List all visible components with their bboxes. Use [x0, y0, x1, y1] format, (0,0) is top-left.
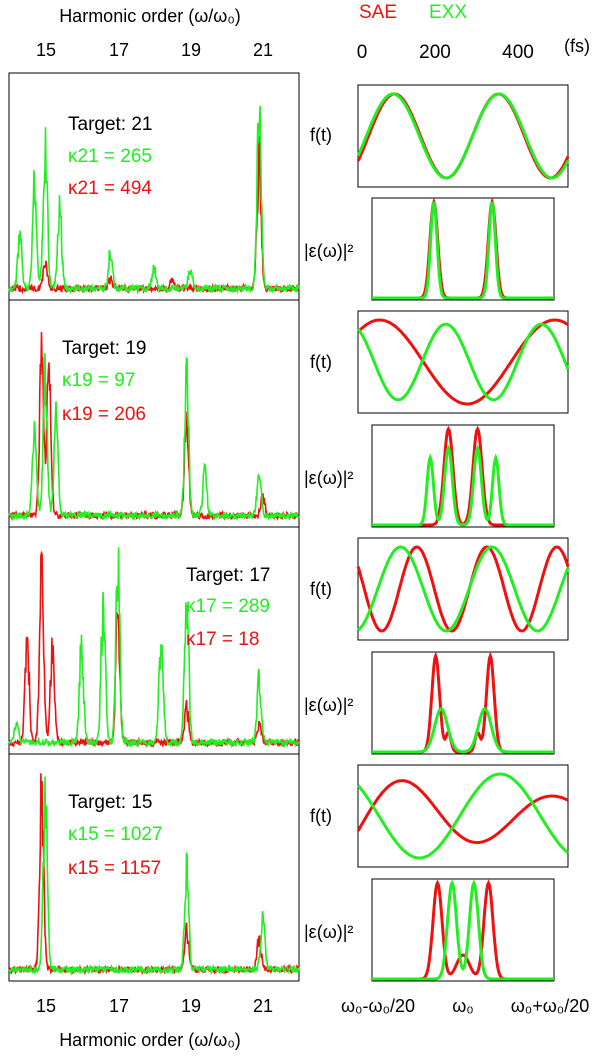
spectrum-line-exx-3 [8, 776, 300, 976]
kappa-sae-19: κ19 = 206 [62, 404, 146, 425]
eps-curve-sae-1 [372, 425, 554, 527]
freq-tick-low: ω₀-ω₀/20 [341, 996, 415, 1016]
target-label-19: Target: 19 [62, 338, 147, 359]
time-tick-200: 200 [419, 42, 451, 63]
kappa-exx-19: κ19 = 97 [62, 370, 135, 391]
top-tick-17: 17 [109, 40, 129, 60]
spectrum-line-exx-0 [8, 105, 300, 295]
kappa-sae-15: κ15 = 1157 [68, 858, 161, 879]
ft-panel-2 [357, 310, 569, 414]
eps-panel-2 [371, 424, 555, 528]
eps-label-2: |ε(ω)|² [304, 468, 353, 488]
ft-label-3: f(t) [310, 579, 332, 599]
bottom-xaxis-title: Harmonic order (ω/ω₀) [59, 1030, 241, 1050]
top-xaxis-title: Harmonic order (ω/ω₀) [59, 6, 241, 26]
spectra-curves [8, 105, 300, 976]
ft-panel-3 [357, 537, 569, 641]
ft-label-2: f(t) [310, 352, 332, 372]
eps-label-3: |ε(ω)|² [304, 695, 353, 715]
time-tick-400: 400 [502, 42, 534, 63]
target-label-21: Target: 21 [68, 114, 153, 135]
pulse-curves [356, 92, 570, 981]
ft-panel-1 [357, 84, 569, 188]
time-ticks: 0 200 400 [357, 42, 534, 63]
panel-17-labels: Target: 17 κ17 = 289 κ17 = 18 [186, 565, 271, 650]
legend-sae: SAE [359, 2, 397, 23]
kappa-exx-17: κ17 = 289 [186, 596, 270, 617]
eps-label-4: |ε(ω)|² [304, 922, 353, 942]
target-label-15: Target: 15 [68, 792, 153, 813]
freq-ticks: ω₀-ω₀/20 ω₀ ω₀+ω₀/20 [341, 996, 589, 1016]
spectrum-line-exx-1 [8, 353, 300, 522]
eps-label-1: |ε(ω)|² [304, 241, 353, 261]
top-tick-19: 19 [181, 40, 201, 60]
eps-panel-1 [371, 197, 555, 301]
time-unit-label: (fs) [564, 36, 590, 56]
eps-curve-sae-3 [372, 879, 554, 981]
ft-label-4: f(t) [310, 806, 332, 826]
eps-panel-4 [371, 878, 555, 982]
eps-curve-sae-0 [372, 197, 554, 300]
ft-label-1: f(t) [310, 125, 332, 145]
right-labels: f(t) |ε(ω)|² f(t) |ε(ω)|² f(t) |ε(ω)|² f… [304, 125, 353, 942]
bottom-harmonic-ticks: 15 17 19 21 [36, 996, 273, 1016]
ft-curve-exx-0 [356, 92, 570, 180]
freq-tick-high: ω₀+ω₀/20 [511, 996, 590, 1016]
ft-curve-exx-2 [357, 545, 570, 633]
eps-panel-3 [371, 651, 555, 755]
ft-curve-sae-2 [356, 545, 570, 633]
bottom-tick-17: 17 [109, 996, 129, 1016]
top-harmonic-ticks: 15 17 19 21 [36, 40, 273, 60]
panel-15-labels: Target: 15 κ15 = 1027 κ15 = 1157 [68, 792, 163, 879]
legend-exx: EXX [429, 2, 467, 23]
ft-curve-sae-0 [356, 92, 570, 180]
freq-tick-center: ω₀ [452, 996, 474, 1016]
eps-curve-sae-2 [372, 651, 554, 754]
bottom-tick-19: 19 [181, 996, 201, 1016]
kappa-exx-15: κ15 = 1027 [68, 824, 163, 845]
time-tick-0: 0 [357, 42, 368, 63]
kappa-exx-21: κ21 = 265 [68, 146, 152, 167]
spectrum-line-exx-2 [8, 547, 300, 749]
bottom-tick-21: 21 [253, 996, 273, 1016]
pulse-panels [357, 84, 569, 982]
ft-curve-exx-3 [356, 772, 570, 860]
spectrum-panel-15 [8, 753, 300, 982]
bottom-tick-15: 15 [36, 996, 56, 1016]
eps-curve-exx-2 [372, 707, 554, 754]
kappa-sae-17: κ17 = 18 [186, 629, 259, 650]
kappa-sae-21: κ21 = 494 [68, 178, 152, 199]
ft-panel-4 [357, 764, 569, 868]
eps-curve-exx-3 [372, 879, 554, 981]
target-label-17: Target: 17 [186, 565, 271, 586]
ft-curve-exx-1 [356, 322, 570, 402]
top-tick-21: 21 [253, 40, 273, 60]
panel-21-labels: Target: 21 κ21 = 265 κ21 = 494 [68, 114, 153, 199]
eps-curve-exx-1 [372, 444, 554, 527]
eps-curve-exx-0 [372, 201, 554, 300]
panel-19-labels: Target: 19 κ19 = 97 κ19 = 206 [62, 338, 147, 425]
top-tick-15: 15 [36, 40, 56, 60]
